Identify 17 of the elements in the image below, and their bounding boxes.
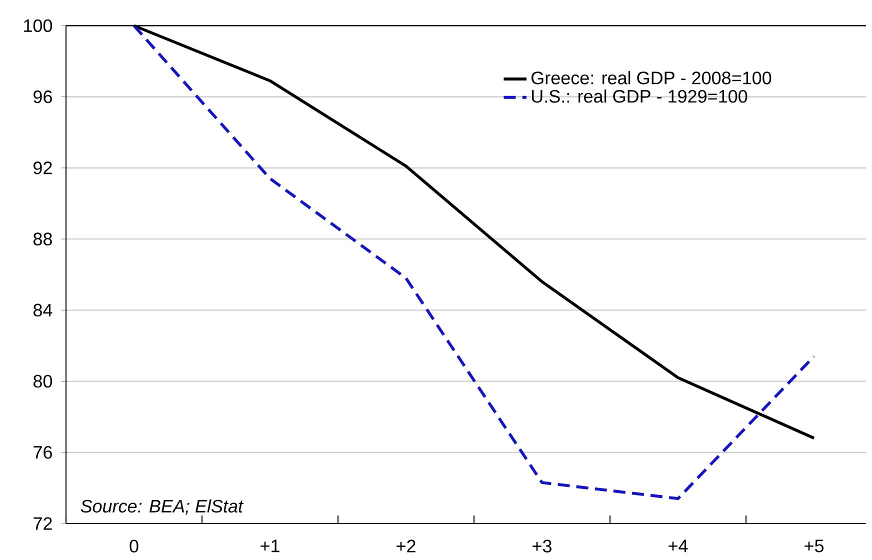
y-tick-label: 76 [34, 446, 52, 459]
x-tick-label: 0 [130, 540, 138, 552]
y-tick-label: 92 [34, 162, 52, 174]
legend-label: Greece: real GDP - 2008=100 [532, 71, 772, 84]
y-tick-label: 100 [24, 19, 52, 32]
legend-label: U.S.: real GDP - 1929=100 [532, 90, 748, 103]
x-tick-label: +5 [804, 540, 824, 552]
x-tick-label: +3 [532, 540, 552, 552]
y-tick-label: 88 [33, 232, 52, 246]
y-tick-label: 96 [34, 90, 52, 104]
y-tick-label: 80 [33, 374, 52, 388]
y-tick-label: 72 [34, 517, 52, 530]
x-tick-label: +2 [396, 540, 416, 552]
y-tick-label: 84 [33, 304, 52, 316]
annotation: Source: BEA; ElStat [80, 499, 244, 515]
x-tick-label: +1 [260, 540, 280, 552]
x-tick-label: +4 [668, 540, 688, 552]
